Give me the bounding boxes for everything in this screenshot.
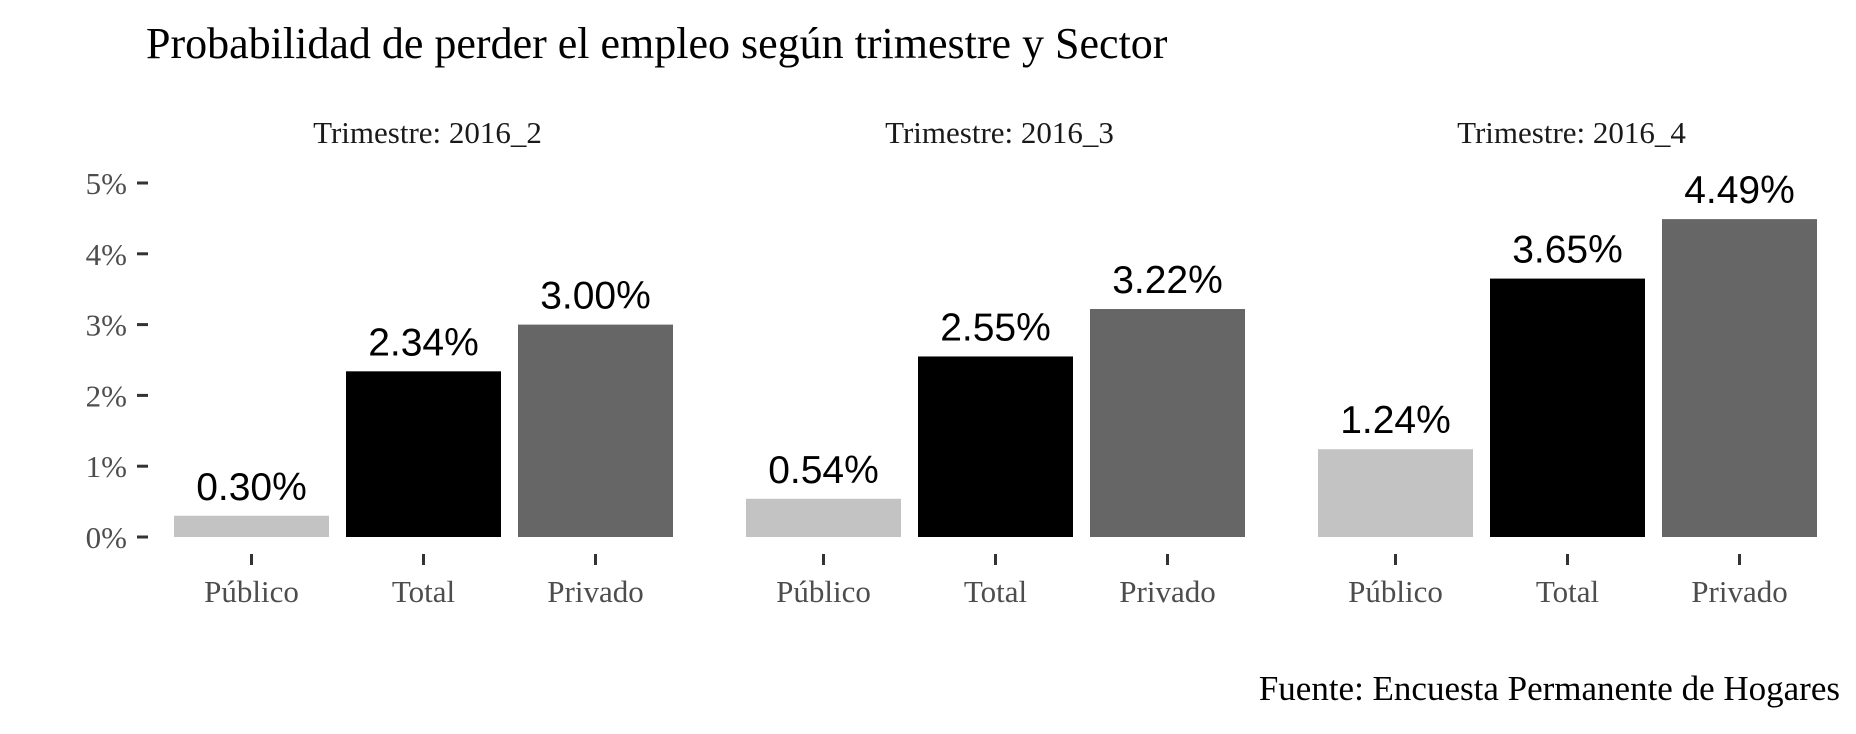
y-tick-label: 3%	[86, 308, 127, 343]
bar	[346, 371, 501, 537]
facet-strip-label: Trimestre: 2016_3	[885, 115, 1114, 150]
y-tick-label: 1%	[86, 449, 127, 484]
data-label: 0.54%	[768, 449, 879, 492]
data-label: 0.30%	[196, 466, 307, 509]
x-tick-label: Privado	[1119, 574, 1215, 609]
facet-strip-label: Trimestre: 2016_4	[1457, 115, 1686, 150]
y-tick-label: 0%	[86, 520, 127, 555]
bar	[518, 324, 673, 537]
y-tick-label: 2%	[86, 378, 127, 413]
bar	[1662, 219, 1817, 537]
data-label: 2.55%	[940, 306, 1051, 349]
y-axis: 0% 1% 2% 3% 4% 5%	[86, 166, 148, 555]
x-tick-label: Privado	[1691, 574, 1787, 609]
data-label: 2.34%	[368, 321, 479, 364]
bar	[1490, 278, 1645, 537]
data-label: 4.49%	[1684, 169, 1795, 212]
facet-panels: Trimestre: 2016_2 0.30% Público 2.34% Total 3…	[174, 115, 1817, 609]
facet-panel: Trimestre: 2016_2 0.30% Público 2.34% Total 3…	[174, 115, 673, 609]
x-tick-label: Total	[964, 574, 1027, 609]
data-label: 1.24%	[1340, 399, 1451, 442]
data-label: 3.22%	[1112, 259, 1223, 302]
bar	[1090, 309, 1245, 537]
data-label: 3.65%	[1512, 229, 1623, 272]
x-tick-label: Total	[1536, 574, 1599, 609]
facet-strip-label: Trimestre: 2016_2	[313, 115, 542, 150]
bar	[746, 498, 901, 537]
y-tick-label: 4%	[86, 237, 127, 272]
bar	[918, 356, 1073, 537]
data-label: 3.00%	[540, 275, 651, 318]
facet-panel: Trimestre: 2016_3 0.54% Público 2.55% Total 3…	[746, 115, 1245, 609]
y-tick-label: 5%	[86, 166, 127, 201]
chart-caption: Fuente: Encuesta Permanente de Hogares	[1259, 669, 1840, 708]
x-tick-label: Público	[204, 574, 299, 609]
x-tick-label: Público	[1348, 574, 1443, 609]
chart-title: Probabilidad de perder el empleo según t…	[146, 19, 1168, 68]
x-tick-label: Público	[776, 574, 871, 609]
bar	[174, 515, 329, 537]
facet-panel: Trimestre: 2016_4 1.24% Público 3.65% Total 4…	[1318, 115, 1817, 609]
bar	[1318, 449, 1473, 537]
x-tick-label: Privado	[547, 574, 643, 609]
x-tick-label: Total	[392, 574, 455, 609]
